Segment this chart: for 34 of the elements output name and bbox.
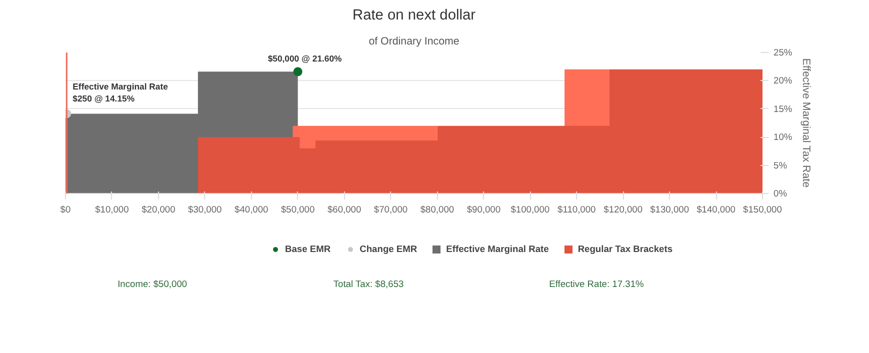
- x-tick-label: $10,000: [95, 204, 129, 214]
- text: Effective Rate: 17.31%: [549, 278, 644, 289]
- x-tick-label: $40,000: [234, 204, 268, 214]
- x-tick-label: $130,000: [650, 204, 690, 214]
- chart-title: Rate on next dollar: [352, 8, 476, 24]
- y-tick-label: 15%: [774, 104, 792, 114]
- y-tick-label: 25%: [774, 48, 792, 58]
- x-tick-label: $100,000: [510, 204, 550, 214]
- legend-label: Effective Marginal Rate: [446, 244, 549, 254]
- x-tick-label: $50,000: [280, 204, 315, 214]
- text: Total Tax: $8,653: [333, 278, 404, 289]
- x-tick-label: $80,000: [420, 204, 454, 214]
- y-axis-title: Effective Marginal Tax Rate: [800, 58, 812, 188]
- y-tick-label: 0%: [774, 188, 787, 198]
- x-tick-label: $110,000: [558, 204, 596, 214]
- y-tick-label: 10%: [774, 132, 792, 142]
- chart-subtitle: of Ordinary Income: [368, 36, 460, 48]
- x-tick-label: $0: [60, 204, 71, 214]
- x-tick-label: $20,000: [142, 204, 176, 214]
- x-tick-label: $90,000: [466, 204, 501, 214]
- x-tick-label: $30,000: [188, 204, 222, 214]
- x-tick-label: $120,000: [604, 204, 643, 214]
- x-tick-label: $70,000: [374, 204, 408, 214]
- legend-label: Change EMR: [360, 244, 418, 254]
- y-tick-label: 20%: [774, 76, 792, 86]
- y-tick-label: 5%: [774, 160, 787, 170]
- text: Income: $50,000: [118, 278, 188, 289]
- x-tick-label: $150,000: [743, 204, 782, 214]
- x-tick-label: $140,000: [696, 204, 736, 214]
- annotation: $50,000 @ 21.60%: [268, 54, 342, 64]
- x-tick-label: $60,000: [327, 204, 362, 214]
- legend-label: Base EMR: [285, 244, 331, 254]
- legend-label: Regular Tax Brackets: [578, 244, 673, 254]
- annotation: Effective Marginal Rate $250 @ 14.15%: [72, 82, 168, 104]
